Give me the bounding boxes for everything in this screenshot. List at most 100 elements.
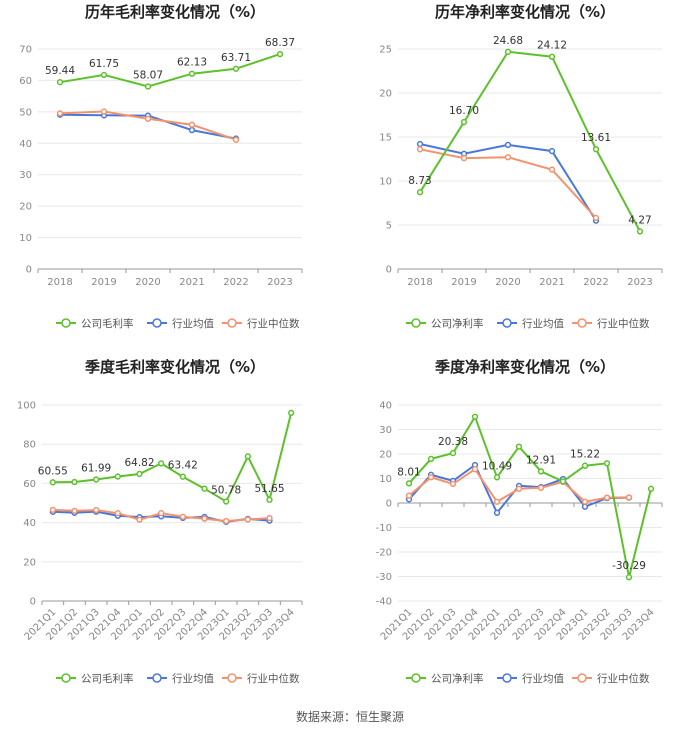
x-tick-label: 2023 bbox=[627, 277, 652, 288]
data-label: 4.27 bbox=[628, 214, 651, 226]
y-tick-label: 20 bbox=[379, 450, 392, 461]
legend-label: 行业均值 bbox=[172, 672, 214, 685]
data-point bbox=[625, 494, 633, 501]
y-tick-label: 20 bbox=[23, 557, 36, 568]
chart-svg-quarterly-net-margin: 季度净利率变化情况（%）-40-30-20-100102030402021Q12… bbox=[376, 358, 663, 685]
legend-marker bbox=[577, 318, 587, 328]
chart-panel-quarterly-net-margin: 季度净利率变化情况（%） -40 -30 -20 -10 0 10 20 30 40 2021Q1 2… bbox=[350, 350, 700, 700]
data-point bbox=[493, 474, 501, 481]
legend-label: 行业中位数 bbox=[247, 672, 300, 685]
legend-marker bbox=[502, 318, 512, 328]
y-tick-label: 50 bbox=[19, 107, 32, 118]
data-point bbox=[136, 516, 143, 523]
data-point bbox=[232, 136, 240, 143]
data-point bbox=[647, 485, 655, 492]
y-tick-label: -20 bbox=[376, 548, 392, 559]
data-point bbox=[244, 453, 251, 460]
data-point bbox=[636, 228, 644, 235]
data-point bbox=[493, 498, 501, 505]
legend-marker bbox=[227, 318, 237, 328]
data-label: 60.55 bbox=[38, 465, 68, 477]
data-label: 8.01 bbox=[397, 466, 420, 478]
y-tick-label: 5 bbox=[386, 221, 392, 232]
y-tick-label: 0 bbox=[386, 265, 392, 276]
data-point bbox=[100, 108, 108, 115]
data-point bbox=[201, 485, 208, 492]
legend-marker bbox=[411, 673, 421, 683]
data-point bbox=[188, 70, 196, 77]
legend-marker bbox=[152, 318, 162, 328]
data-label: -30.29 bbox=[612, 560, 646, 572]
data-point bbox=[179, 513, 186, 520]
data-point bbox=[49, 506, 56, 514]
x-tick-label: 2019 bbox=[451, 277, 476, 288]
legend-label: 公司净利率 bbox=[431, 672, 484, 685]
data-point bbox=[625, 574, 633, 581]
data-point bbox=[504, 141, 512, 149]
legend-marker bbox=[61, 673, 71, 683]
series-line bbox=[408, 414, 652, 578]
y-tick-label: 10 bbox=[19, 233, 32, 244]
chart-panel-annual-gross-margin: 历年毛利率变化情况（%） 0 10 20 30 40 50 60 70 2018 2019 2020 2… bbox=[0, 0, 350, 350]
data-point bbox=[537, 468, 545, 475]
x-tick-label: 2020 bbox=[135, 277, 160, 288]
data-point bbox=[188, 121, 196, 128]
x-tick-label: 2022 bbox=[223, 277, 248, 288]
y-tick-label: 40 bbox=[19, 139, 32, 150]
chart-title: 历年净利率变化情况（%） bbox=[435, 3, 615, 21]
data-point bbox=[537, 484, 545, 491]
data-point bbox=[559, 478, 567, 485]
data-point bbox=[548, 166, 556, 173]
legend-label: 公司净利率 bbox=[431, 317, 484, 330]
data-label: 12.91 bbox=[526, 454, 556, 466]
y-tick-label: 10 bbox=[379, 177, 392, 188]
data-point bbox=[581, 462, 589, 469]
data-point bbox=[144, 83, 152, 90]
chart-panel-annual-net-margin: 历年净利率变化情况（%） 0 5 10 15 20 25 2018 2019 2020 2021 20… bbox=[350, 0, 700, 350]
data-point bbox=[266, 514, 273, 522]
data-source-note: 数据来源：恒生聚源 bbox=[295, 710, 404, 724]
x-tick-label: 2022 bbox=[583, 277, 608, 288]
chart-title: 季度净利率变化情况（%） bbox=[435, 358, 615, 376]
y-tick-label: 100 bbox=[17, 401, 36, 412]
x-tick-label: 2018 bbox=[47, 277, 72, 288]
data-point bbox=[223, 498, 230, 505]
y-tick-label: 0 bbox=[26, 265, 32, 276]
data-point bbox=[71, 507, 78, 514]
chart-svg-annual-gross-margin: 历年毛利率变化情况（%） 0 10 20 30 40 50 60 70 2018 2019 2020 2… bbox=[19, 3, 303, 330]
data-label: 15.22 bbox=[570, 449, 600, 461]
data-label: 8.73 bbox=[408, 175, 431, 187]
data-point bbox=[188, 126, 196, 134]
data-label: 13.61 bbox=[581, 132, 611, 144]
y-tick-label: 25 bbox=[379, 45, 392, 56]
data-label: 50.78 bbox=[211, 484, 241, 496]
data-point bbox=[158, 510, 165, 517]
data-point bbox=[93, 476, 100, 483]
data-point bbox=[515, 485, 523, 492]
data-label: 63.71 bbox=[221, 52, 251, 64]
y-tick-label: 0 bbox=[30, 597, 36, 608]
y-tick-label: 15 bbox=[379, 133, 392, 144]
data-point bbox=[232, 65, 240, 72]
data-point bbox=[592, 214, 600, 222]
y-tick-label: -40 bbox=[376, 597, 392, 608]
data-point bbox=[158, 460, 165, 467]
data-point bbox=[504, 154, 512, 161]
legend-label: 行业均值 bbox=[172, 317, 214, 330]
legend-marker bbox=[577, 673, 587, 683]
data-point bbox=[276, 50, 284, 58]
series-line bbox=[419, 50, 641, 232]
data-point bbox=[515, 443, 523, 450]
y-tick-label: -30 bbox=[376, 572, 392, 583]
data-point bbox=[427, 455, 435, 463]
legend-marker bbox=[152, 673, 162, 683]
data-point bbox=[114, 473, 121, 480]
y-tick-label: 40 bbox=[23, 518, 36, 529]
y-tick-label: 20 bbox=[379, 89, 392, 100]
y-tick-label: 60 bbox=[19, 76, 32, 87]
data-label: 64.82 bbox=[124, 457, 154, 469]
legend-label: 行业中位数 bbox=[597, 672, 650, 685]
legend-marker bbox=[61, 318, 71, 328]
y-tick-label: 0 bbox=[386, 499, 392, 510]
legend-label: 行业中位数 bbox=[247, 317, 300, 330]
